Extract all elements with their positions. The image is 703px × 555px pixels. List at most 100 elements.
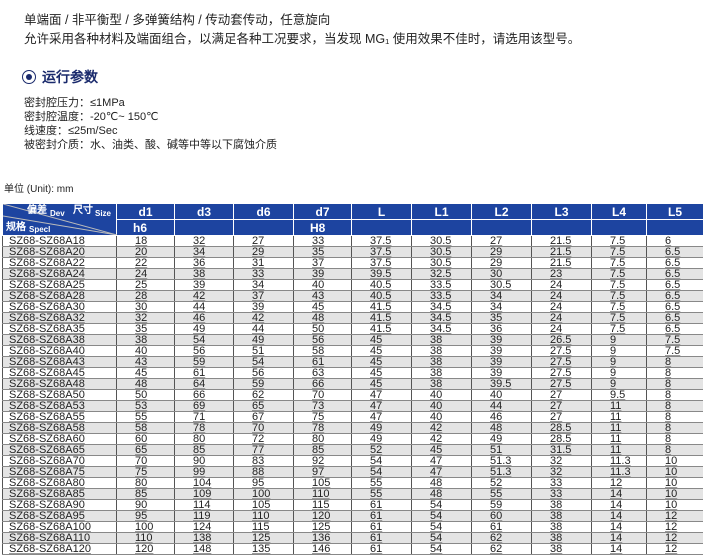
value-cell: 88 — [234, 467, 294, 478]
value-cell: 34 — [472, 302, 532, 313]
value-cell: 33 — [234, 269, 294, 280]
value-cell: 110 — [234, 511, 294, 522]
value-cell: 24 — [532, 291, 592, 302]
value-cell: 34.5 — [412, 302, 472, 313]
value-cell: 52 — [352, 445, 412, 456]
value-cell: 33.5 — [412, 280, 472, 291]
value-cell: 7.5 — [592, 280, 647, 291]
value-cell: 8 — [647, 412, 703, 423]
tolerance-header — [647, 220, 703, 236]
column-header: L2 — [472, 204, 532, 220]
value-cell: 27 — [532, 390, 592, 401]
value-cell: 71 — [175, 412, 234, 423]
value-cell: 38 — [532, 533, 592, 544]
value-cell: 40.5 — [352, 291, 412, 302]
spec-cell: SZ68-SZ68A32 — [3, 313, 117, 324]
value-cell: 35 — [117, 324, 175, 335]
value-cell: 7.5 — [592, 247, 647, 258]
value-cell: 49 — [352, 423, 412, 434]
value-cell: 55 — [352, 478, 412, 489]
value-cell: 8 — [647, 423, 703, 434]
value-cell: 33.5 — [412, 291, 472, 302]
value-cell: 62 — [472, 533, 532, 544]
value-cell: 37 — [294, 258, 352, 269]
value-cell: 7.5 — [647, 346, 703, 357]
value-cell: 27 — [234, 236, 294, 247]
value-cell: 38 — [412, 335, 472, 346]
value-cell: 38 — [412, 379, 472, 390]
value-cell: 39.5 — [472, 379, 532, 390]
value-cell: 115 — [294, 500, 352, 511]
value-cell: 24 — [532, 313, 592, 324]
value-cell: 138 — [175, 533, 234, 544]
value-cell: 61 — [175, 368, 234, 379]
value-cell: 50 — [294, 324, 352, 335]
value-cell: 61 — [472, 522, 532, 533]
value-cell: 6.5 — [647, 302, 703, 313]
tolerance-header: h6 — [117, 220, 175, 236]
value-cell: 47 — [352, 390, 412, 401]
value-cell: 97 — [294, 467, 352, 478]
value-cell: 54 — [352, 456, 412, 467]
value-cell: 61 — [352, 522, 412, 533]
value-cell: 35 — [294, 247, 352, 258]
value-cell: 34 — [175, 247, 234, 258]
value-cell: 12 — [647, 522, 703, 533]
value-cell: 11 — [592, 423, 647, 434]
value-cell: 41.5 — [352, 324, 412, 335]
spec-cell: SZ68-SZ68A48 — [3, 379, 117, 390]
value-cell: 85 — [117, 489, 175, 500]
value-cell: 99 — [175, 467, 234, 478]
value-cell: 24 — [117, 269, 175, 280]
spec-cell: SZ68-SZ68A70 — [3, 456, 117, 467]
value-cell: 48 — [472, 423, 532, 434]
value-cell: 28 — [117, 291, 175, 302]
value-cell: 36 — [472, 324, 532, 335]
value-cell: 7.5 — [592, 236, 647, 247]
value-cell: 38 — [412, 357, 472, 368]
value-cell: 14 — [592, 489, 647, 500]
value-cell: 40 — [412, 401, 472, 412]
value-cell: 64 — [175, 379, 234, 390]
value-cell: 30.5 — [412, 236, 472, 247]
column-header: d1 — [117, 204, 175, 220]
value-cell: 56 — [175, 346, 234, 357]
value-cell: 21.5 — [532, 236, 592, 247]
value-cell: 40 — [117, 346, 175, 357]
value-cell: 135 — [234, 544, 294, 555]
value-cell: 45 — [412, 445, 472, 456]
spec-cell: SZ68-SZ68A20 — [3, 247, 117, 258]
value-cell: 48 — [412, 478, 472, 489]
intro-line: 允许采用各种材料及端面组合，以满足各种工况要求，当发现 MG₁ 使用效果不佳时，… — [24, 30, 580, 49]
value-cell: 6 — [647, 236, 703, 247]
value-cell: 45 — [352, 379, 412, 390]
value-cell: 48 — [294, 313, 352, 324]
value-cell: 8 — [647, 379, 703, 390]
value-cell: 58 — [117, 423, 175, 434]
value-cell: 100 — [117, 522, 175, 533]
value-cell: 39 — [472, 357, 532, 368]
value-cell: 51 — [234, 346, 294, 357]
value-cell: 39 — [472, 346, 532, 357]
column-header: L5 — [647, 204, 703, 220]
value-cell: 12 — [592, 478, 647, 489]
value-cell: 42 — [175, 291, 234, 302]
value-cell: 7.5 — [592, 291, 647, 302]
value-cell: 11 — [592, 445, 647, 456]
param: 线速度：≤25m/Sec — [24, 124, 277, 138]
value-cell: 92 — [294, 456, 352, 467]
value-cell: 31.5 — [532, 445, 592, 456]
value-cell: 60 — [472, 511, 532, 522]
value-cell: 6.5 — [647, 291, 703, 302]
value-cell: 95 — [117, 511, 175, 522]
value-cell: 49 — [472, 434, 532, 445]
value-cell: 72 — [234, 434, 294, 445]
